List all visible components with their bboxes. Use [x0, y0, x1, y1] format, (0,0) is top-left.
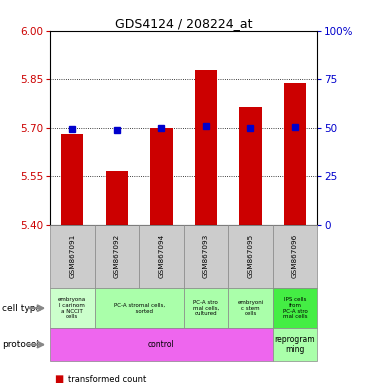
Bar	[106, 171, 128, 225]
Text: GSM867093: GSM867093	[203, 234, 209, 278]
Text: reprogram
ming: reprogram ming	[275, 335, 315, 354]
Text: control: control	[148, 340, 175, 349]
Text: GSM867091: GSM867091	[69, 234, 75, 278]
Text: ■: ■	[54, 374, 63, 384]
Text: PC-A stro
mal cells,
cultured: PC-A stro mal cells, cultured	[193, 300, 219, 316]
Bar	[61, 134, 83, 225]
Text: cell type: cell type	[2, 304, 41, 313]
Text: GSM867095: GSM867095	[247, 234, 253, 278]
Bar	[150, 128, 173, 225]
Title: GDS4124 / 208224_at: GDS4124 / 208224_at	[115, 17, 252, 30]
Text: GSM867094: GSM867094	[158, 234, 164, 278]
Bar	[239, 107, 262, 225]
Bar	[195, 70, 217, 225]
Text: GSM867096: GSM867096	[292, 234, 298, 278]
Text: embryona
l carinom
a NCCIT
cells: embryona l carinom a NCCIT cells	[58, 297, 86, 319]
Bar	[284, 83, 306, 225]
Text: transformed count: transformed count	[68, 375, 146, 384]
Text: GSM867092: GSM867092	[114, 234, 120, 278]
Text: embryoni
c stem
cells: embryoni c stem cells	[237, 300, 263, 316]
Text: IPS cells
from
PC-A stro
mal cells: IPS cells from PC-A stro mal cells	[282, 297, 308, 319]
Text: PC-A stromal cells,
      sorted: PC-A stromal cells, sorted	[114, 303, 165, 314]
Text: protocol: protocol	[2, 340, 39, 349]
